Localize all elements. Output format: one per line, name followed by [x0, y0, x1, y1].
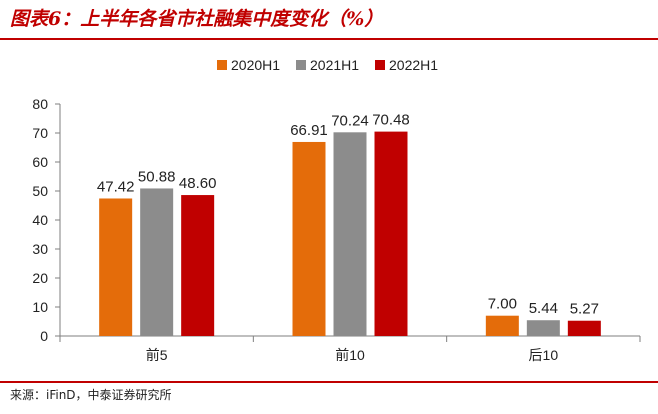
y-tick-label: 10 [32, 299, 48, 315]
bar [526, 320, 560, 336]
bar [485, 315, 519, 336]
chart-legend: 2020H1 2021H1 2022H1 [217, 57, 438, 73]
data-label: 5.27 [570, 301, 599, 318]
y-tick-label: 40 [32, 212, 48, 228]
data-label: 5.44 [529, 300, 558, 317]
data-label: 47.42 [97, 178, 135, 195]
title-rule [0, 38, 658, 40]
bar [333, 132, 367, 336]
footer-rule [0, 381, 658, 383]
legend-swatch [217, 60, 227, 70]
y-axis: 0 10 20 30 40 50 60 70 80 [32, 96, 61, 344]
bar [140, 188, 174, 336]
data-label: 70.48 [372, 112, 410, 129]
y-tick-label: 70 [32, 125, 48, 141]
page-title: 图表6：上半年各省市社融集中度变化（%） [10, 8, 384, 30]
data-label: 7.00 [488, 296, 517, 313]
y-tick-label: 60 [32, 154, 48, 170]
data-label: 50.88 [138, 168, 176, 185]
x-tick-label: 后10 [529, 347, 559, 363]
legend-swatch [296, 60, 306, 70]
legend-label: 2021H1 [310, 57, 359, 73]
bar [567, 320, 601, 336]
legend-label: 2020H1 [231, 57, 280, 73]
bar [374, 131, 408, 336]
legend-swatch [375, 60, 385, 70]
bar [292, 141, 326, 336]
x-tick-label: 前10 [335, 347, 365, 363]
y-tick-label: 30 [32, 241, 48, 257]
y-tick-label: 50 [32, 183, 48, 199]
y-tick-label: 80 [32, 96, 48, 112]
data-label: 66.91 [290, 122, 328, 139]
source-note: 来源：iFinD，中泰证券研究所 [10, 388, 172, 402]
x-tick-label: 前5 [146, 347, 168, 363]
x-axis: 前5 前10 后10 [59, 335, 641, 363]
y-tick-label: 20 [32, 270, 48, 286]
chart-bars [99, 131, 601, 336]
legend-label: 2022H1 [389, 57, 438, 73]
bar [99, 198, 133, 336]
data-label: 48.60 [179, 175, 217, 192]
bar [181, 195, 215, 336]
data-label: 70.24 [331, 112, 369, 129]
y-tick-label: 0 [40, 328, 48, 344]
